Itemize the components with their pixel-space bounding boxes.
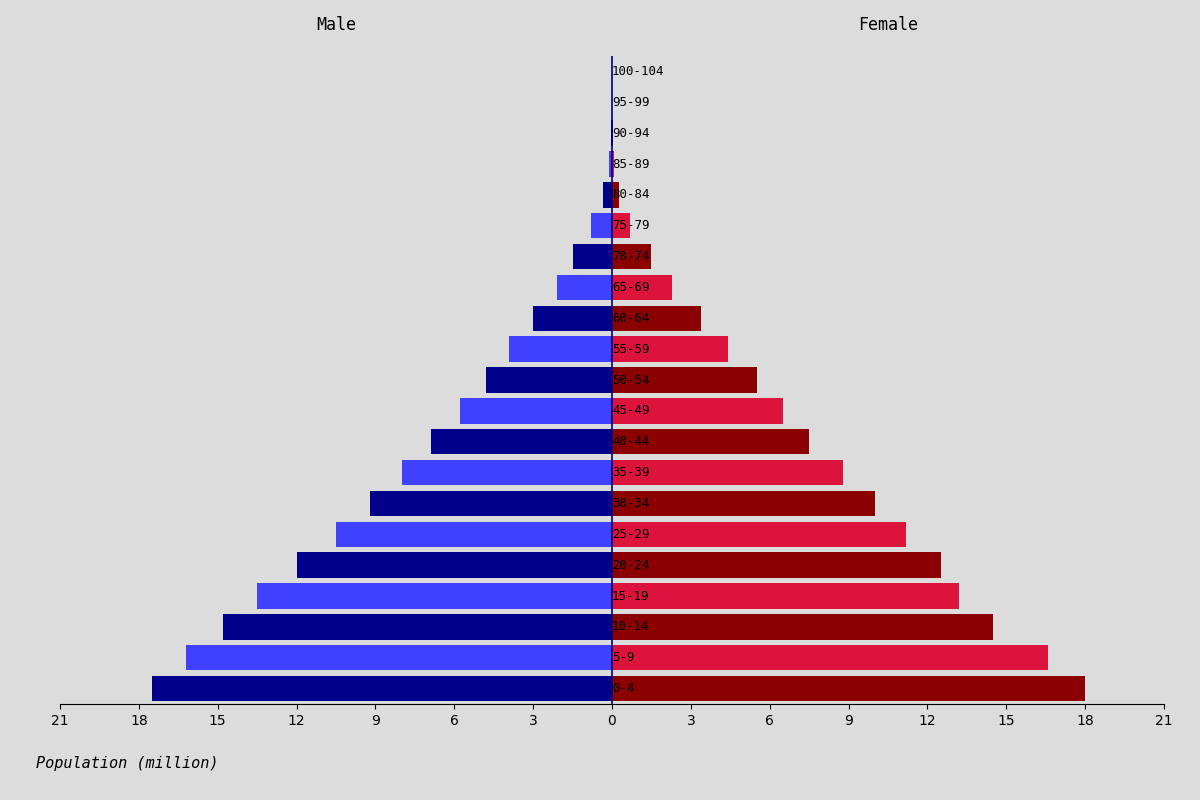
Bar (612, 676, 1085, 702)
Bar (612, 367, 756, 393)
Text: 55-59: 55-59 (612, 342, 649, 356)
Text: 15-19: 15-19 (612, 590, 649, 602)
Bar (486, 367, 612, 393)
Text: 85-89: 85-89 (612, 158, 649, 170)
Bar (533, 306, 612, 331)
Bar (602, 182, 612, 207)
Text: 95-99: 95-99 (612, 96, 649, 109)
Text: 25-29: 25-29 (612, 528, 649, 541)
Text: Female: Female (858, 17, 918, 34)
Bar (612, 460, 844, 486)
Text: 90-94: 90-94 (612, 126, 649, 140)
Bar (152, 676, 612, 702)
Text: 40-44: 40-44 (612, 435, 649, 448)
Text: 5-9: 5-9 (612, 651, 635, 664)
Bar (460, 398, 612, 423)
Text: 50-54: 50-54 (612, 374, 649, 386)
Bar (223, 614, 612, 639)
Text: 70-74: 70-74 (612, 250, 649, 263)
Bar (612, 429, 809, 454)
Bar (612, 337, 727, 362)
Bar (572, 244, 612, 270)
Text: 0-4: 0-4 (612, 682, 635, 695)
Text: Male: Male (316, 17, 356, 34)
Bar (510, 337, 612, 362)
Text: 80-84: 80-84 (612, 188, 649, 202)
Bar (612, 244, 652, 270)
Text: 100-104: 100-104 (612, 65, 665, 78)
Text: 10-14: 10-14 (612, 620, 649, 634)
Bar (612, 522, 906, 547)
Bar (612, 553, 941, 578)
Bar (612, 398, 782, 423)
Text: 60-64: 60-64 (612, 312, 649, 325)
Bar (370, 490, 612, 516)
Bar (402, 460, 612, 486)
Bar (557, 274, 612, 300)
Text: 30-34: 30-34 (612, 497, 649, 510)
Bar (612, 614, 994, 639)
Text: 45-49: 45-49 (612, 404, 649, 418)
Bar (296, 553, 612, 578)
Text: 65-69: 65-69 (612, 281, 649, 294)
Text: Population (million): Population (million) (36, 756, 218, 771)
Bar (612, 182, 618, 207)
Bar (612, 274, 672, 300)
Bar (590, 213, 612, 238)
Bar (612, 213, 630, 238)
Text: 75-79: 75-79 (612, 219, 649, 232)
Bar (612, 151, 614, 177)
Bar (612, 645, 1049, 670)
Bar (186, 645, 612, 670)
Bar (336, 522, 612, 547)
Bar (612, 583, 959, 609)
Bar (612, 490, 875, 516)
Bar (257, 583, 612, 609)
Bar (431, 429, 612, 454)
Bar (612, 306, 701, 331)
Text: 20-24: 20-24 (612, 558, 649, 572)
Text: 35-39: 35-39 (612, 466, 649, 479)
Bar (608, 151, 612, 177)
